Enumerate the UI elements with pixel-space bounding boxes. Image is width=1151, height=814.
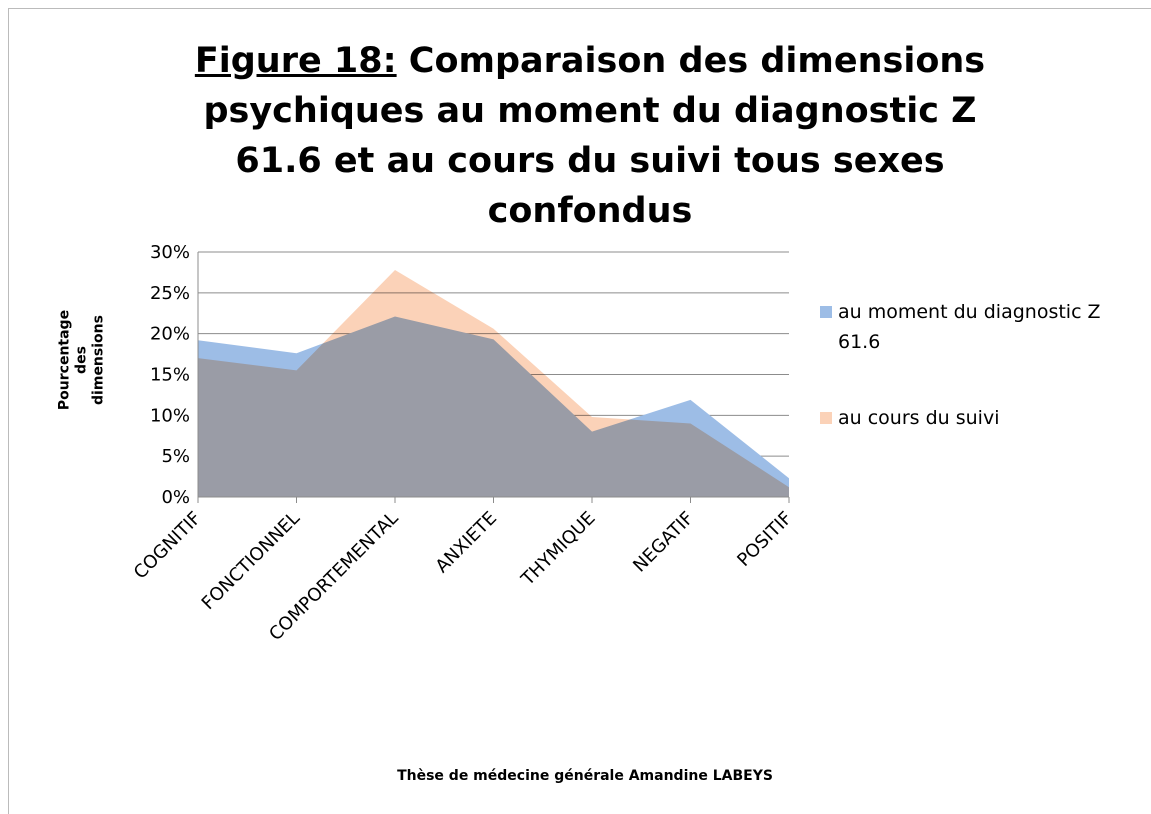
- area: [198, 269, 789, 497]
- legend-label: au cours du suivi: [838, 407, 1000, 429]
- legend-item: au cours du suivi: [820, 403, 1140, 433]
- x-tick-label: POSITIF: [733, 508, 796, 571]
- y-tick-label: 30%: [150, 242, 190, 263]
- y-tick-label: 5%: [161, 446, 190, 467]
- x-tick-label: NEGATIF: [629, 508, 698, 577]
- legend-swatch: [820, 306, 832, 318]
- y-tick-label: 20%: [150, 324, 190, 345]
- frame: [8, 8, 1151, 814]
- footer: Thèse de médecine générale Amandine LABE…: [397, 768, 773, 784]
- y-tick-label: 15%: [150, 365, 190, 386]
- x-tick-label: THYMIQUE: [517, 508, 600, 591]
- x-tick-label: COGNITIF: [130, 508, 206, 584]
- figure-label: Figure 18:: [194, 41, 397, 81]
- x-tick-label: ANXIETE: [432, 508, 501, 577]
- y-tick-label: 25%: [150, 283, 190, 304]
- legend-label: au moment du diagnostic Z 61.6: [838, 301, 1101, 353]
- y-tick-label: 10%: [150, 405, 190, 426]
- legend-swatch: [820, 412, 832, 424]
- x-tick-label: FONCTIONNEL: [198, 508, 304, 614]
- legend-item: au moment du diagnostic Z 61.6: [820, 297, 1140, 357]
- y-tick-label: 0%: [161, 487, 190, 508]
- chart-title: Figure 18: Comparaison des dimensions ps…: [190, 36, 990, 236]
- title-text: Comparaison des dimensions psychiques au…: [203, 41, 986, 231]
